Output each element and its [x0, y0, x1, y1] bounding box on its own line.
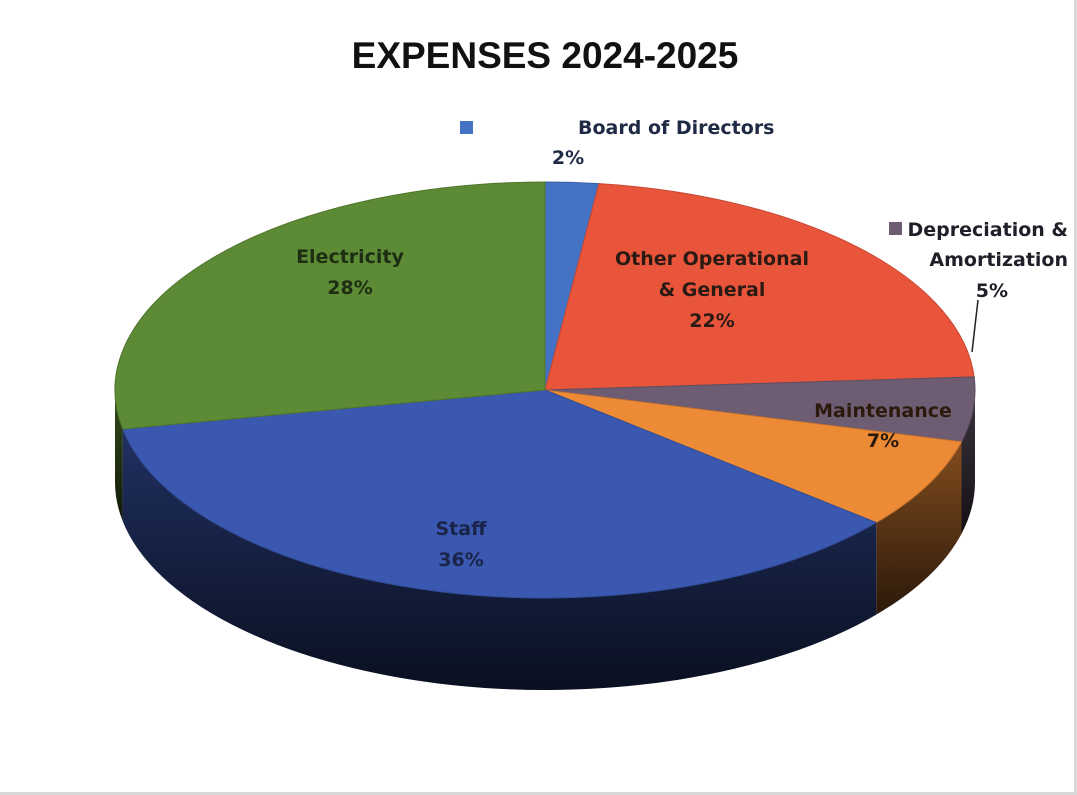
- legend-key-board-of-directors: [460, 121, 473, 134]
- data-label-other-operational-general-0: Other Operational: [615, 248, 809, 270]
- data-label-staff-1: 36%: [438, 549, 483, 571]
- chart-title: EXPENSES 2024-2025: [352, 35, 739, 76]
- data-label-depreciation-amortization-2: 5%: [976, 280, 1008, 302]
- pie-side-staff: [122, 428, 877, 691]
- leader-line-depreciation: [971, 299, 979, 353]
- data-label-electricity-0: Electricity: [296, 246, 404, 268]
- legend-key-depreciation-amortization: [889, 222, 902, 235]
- data-label-staff-0: Staff: [436, 518, 488, 540]
- pie-slice-maintenance: [544, 389, 963, 524]
- data-label-electricity-1: 28%: [327, 277, 372, 299]
- pie-slice-other-operational-general: [544, 183, 975, 391]
- data-label-board-of-directors-0: Board of Directors: [578, 117, 775, 139]
- pie-side-maintenance: [876, 441, 962, 615]
- pie-side-depreciation-amortization: [961, 390, 975, 534]
- data-label-depreciation-amortization-1: Amortization: [929, 249, 1068, 271]
- pie-slice-electricity: [114, 181, 546, 430]
- pie-side-electricity: [115, 390, 123, 521]
- pie-labels: Board of Directors 2% Other Operational & G…: [296, 117, 1068, 571]
- data-label-depreciation-amortization-0: Depreciation &: [908, 219, 1068, 241]
- data-label-maintenance-0: Maintenance: [814, 400, 952, 422]
- data-label-other-operational-general-1: & General: [659, 279, 766, 301]
- pie-tops: [114, 181, 976, 599]
- data-label-maintenance-1: 7%: [867, 430, 899, 452]
- data-label-other-operational-general-2: 22%: [689, 310, 734, 332]
- data-label-board-of-directors-1: 2%: [552, 147, 584, 169]
- pie-slice-staff: [121, 389, 878, 599]
- pie-sides: [115, 390, 975, 691]
